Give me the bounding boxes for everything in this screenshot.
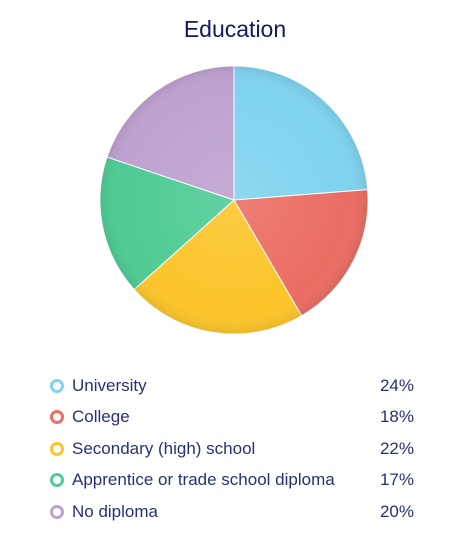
- legend-marker-icon: [50, 441, 64, 456]
- legend-label: College: [72, 407, 130, 427]
- legend-value: 18%: [379, 407, 414, 427]
- legend-value: 20%: [379, 501, 414, 521]
- legend-label: University: [72, 375, 147, 395]
- legend-item[interactable]: Apprentice or trade school diploma 17%: [50, 465, 414, 497]
- legend-marker-icon: [50, 378, 64, 393]
- legend-value: 22%: [379, 438, 414, 458]
- legend-item[interactable]: No diploma 20%: [50, 496, 414, 528]
- legend-label: No diploma: [72, 501, 158, 521]
- legend-item[interactable]: Secondary (high) school 22%: [50, 433, 414, 465]
- pie-chart: [99, 65, 369, 335]
- legend-value: 17%: [379, 470, 414, 490]
- legend-value: 24%: [379, 375, 414, 395]
- legend-marker-icon: [50, 410, 64, 425]
- legend-label: Apprentice or trade school diploma: [72, 470, 335, 490]
- pie-slice-university[interactable]: [233, 65, 369, 201]
- legend-marker-icon: [50, 504, 64, 519]
- legend-label: Secondary (high) school: [72, 438, 256, 458]
- legend-item[interactable]: University 24%: [50, 370, 414, 402]
- legend: University 24% College 18% Secondary (high) …: [50, 370, 414, 528]
- legend-item[interactable]: College 18%: [50, 402, 414, 434]
- chart-title: Education: [183, 16, 287, 42]
- legend-marker-icon: [50, 473, 64, 488]
